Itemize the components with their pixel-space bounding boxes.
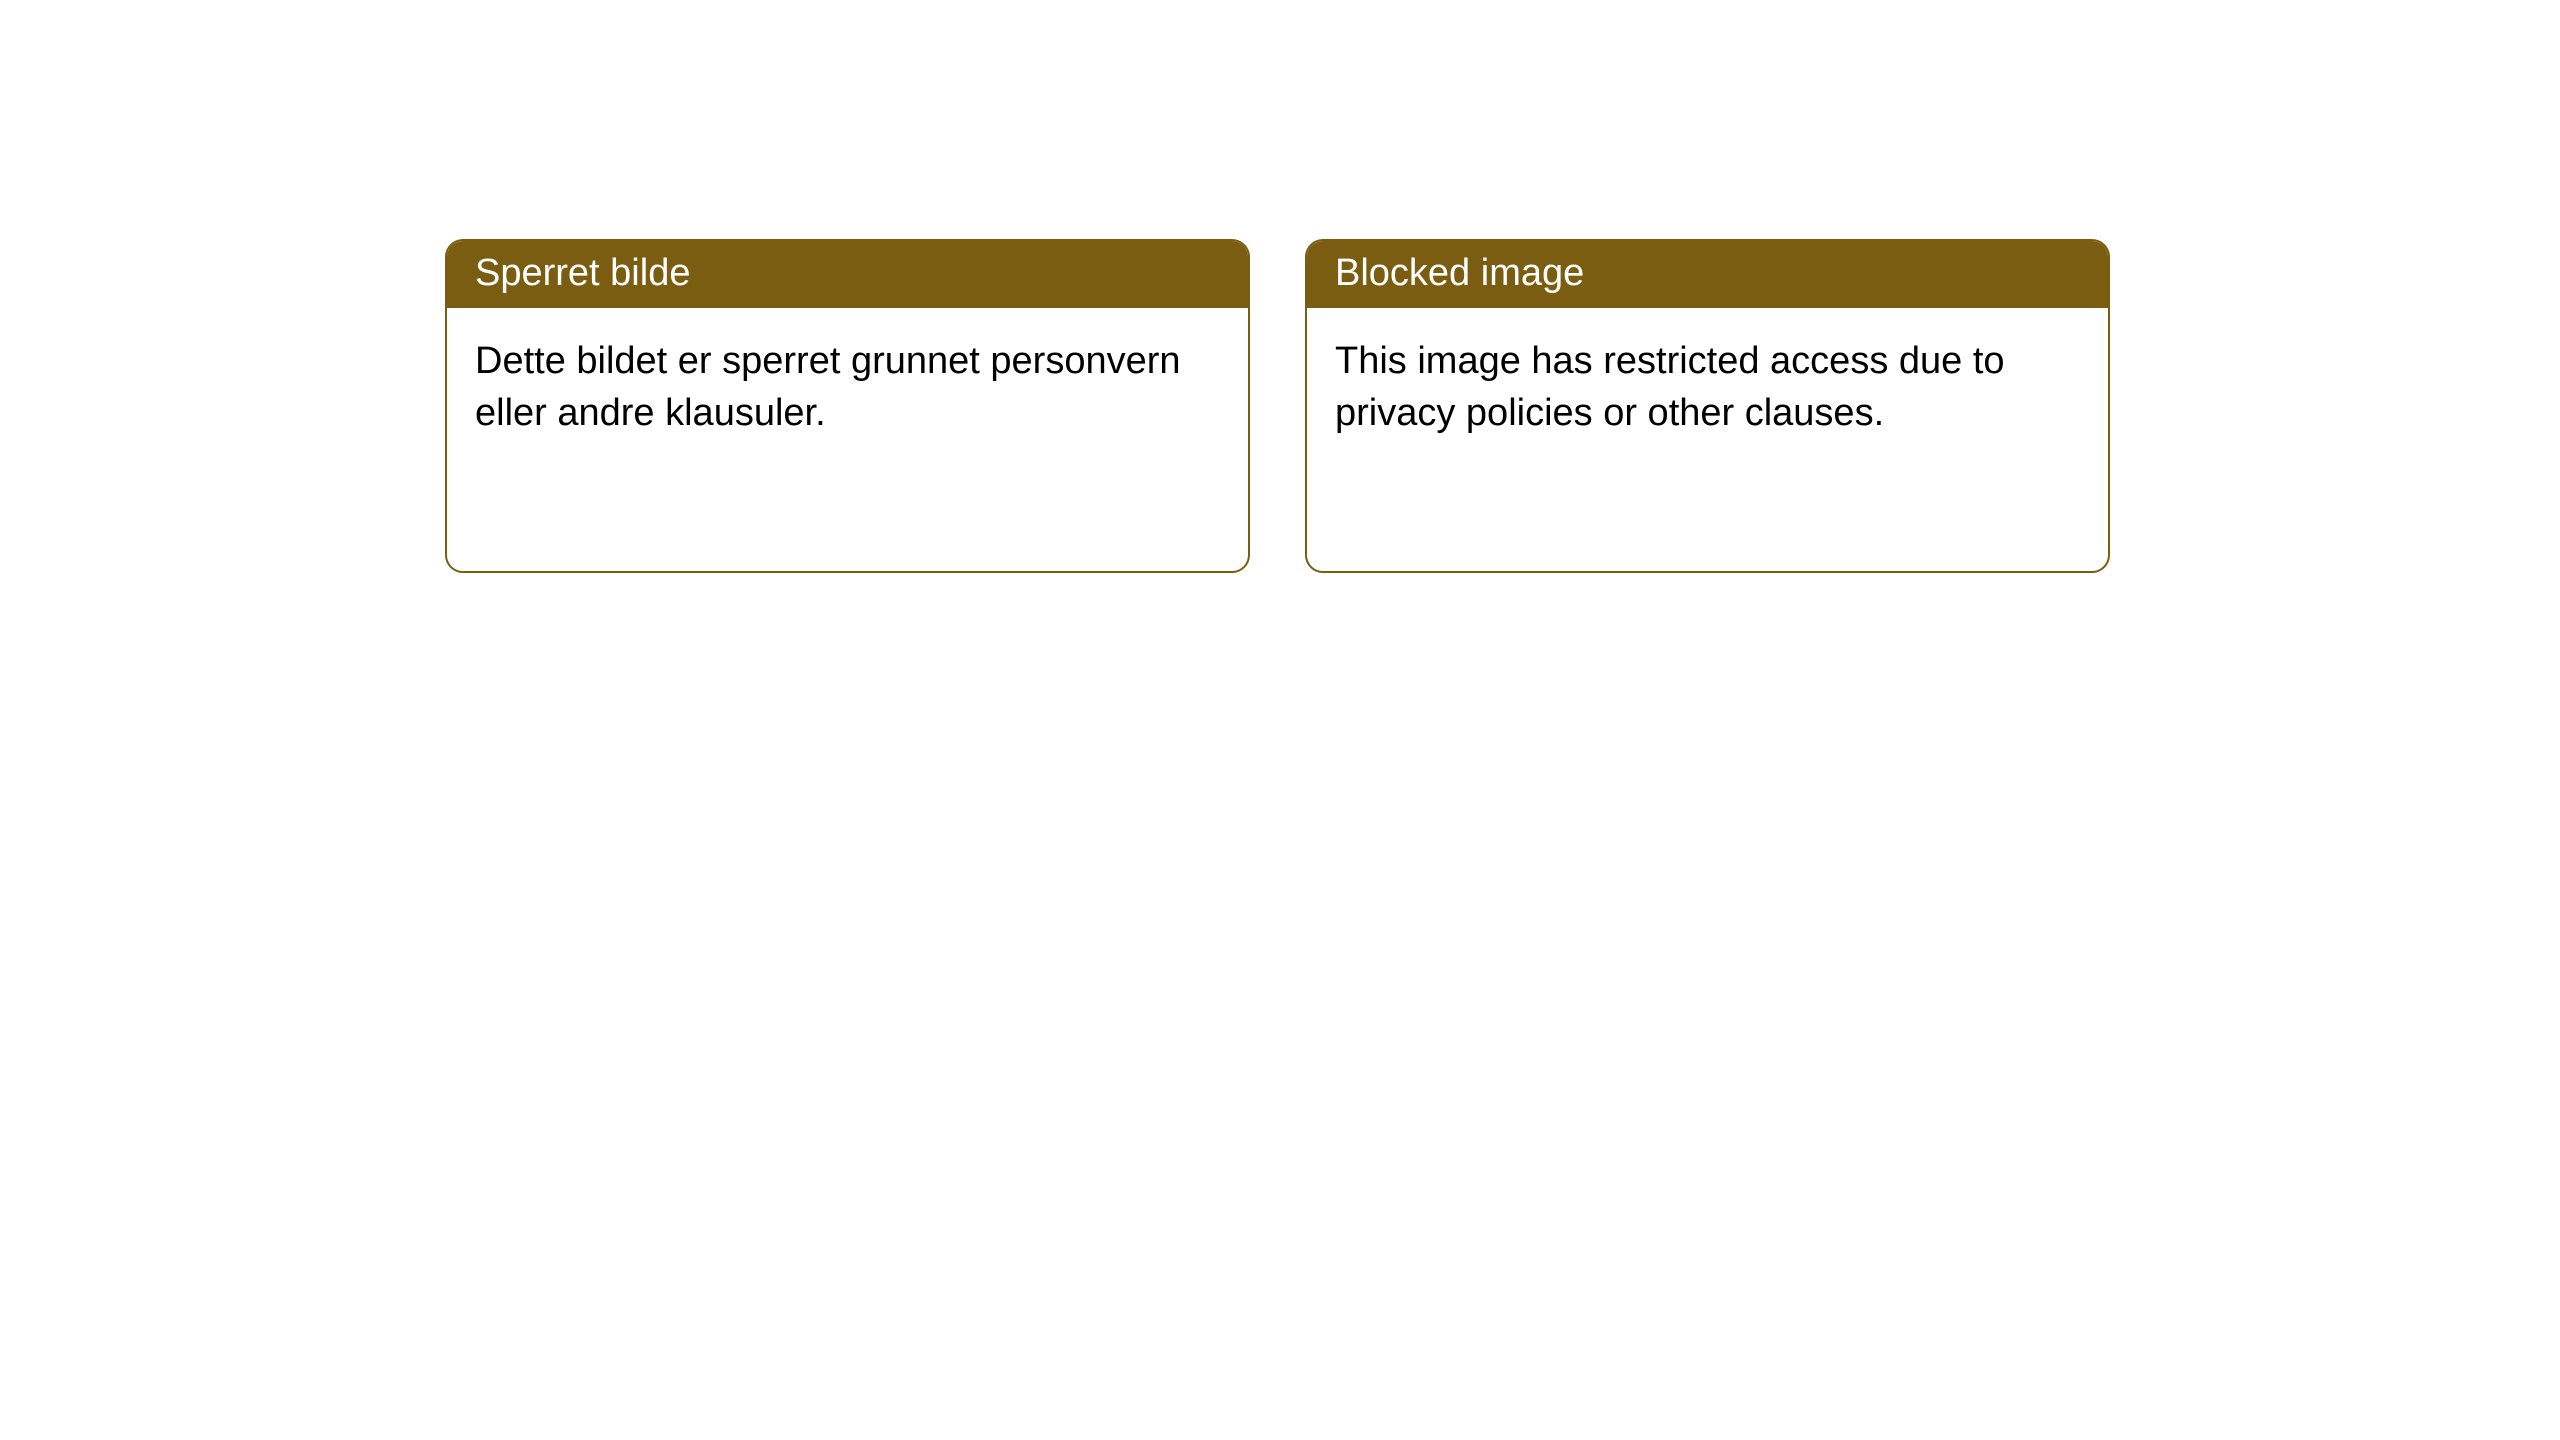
card-norwegian: Sperret bilde Dette bildet er sperret gr… [445, 239, 1250, 573]
card-body-norwegian: Dette bildet er sperret grunnet personve… [447, 308, 1248, 467]
card-header-norwegian: Sperret bilde [447, 241, 1248, 308]
card-body-english: This image has restricted access due to … [1307, 308, 2108, 467]
card-body-text: This image has restricted access due to … [1335, 336, 2080, 439]
card-header-text: Blocked image [1335, 252, 1584, 294]
card-header-text: Sperret bilde [475, 252, 690, 294]
card-container: Sperret bilde Dette bildet er sperret gr… [445, 239, 2110, 573]
card-body-text: Dette bildet er sperret grunnet personve… [475, 336, 1220, 439]
card-header-english: Blocked image [1307, 241, 2108, 308]
card-english: Blocked image This image has restricted … [1305, 239, 2110, 573]
